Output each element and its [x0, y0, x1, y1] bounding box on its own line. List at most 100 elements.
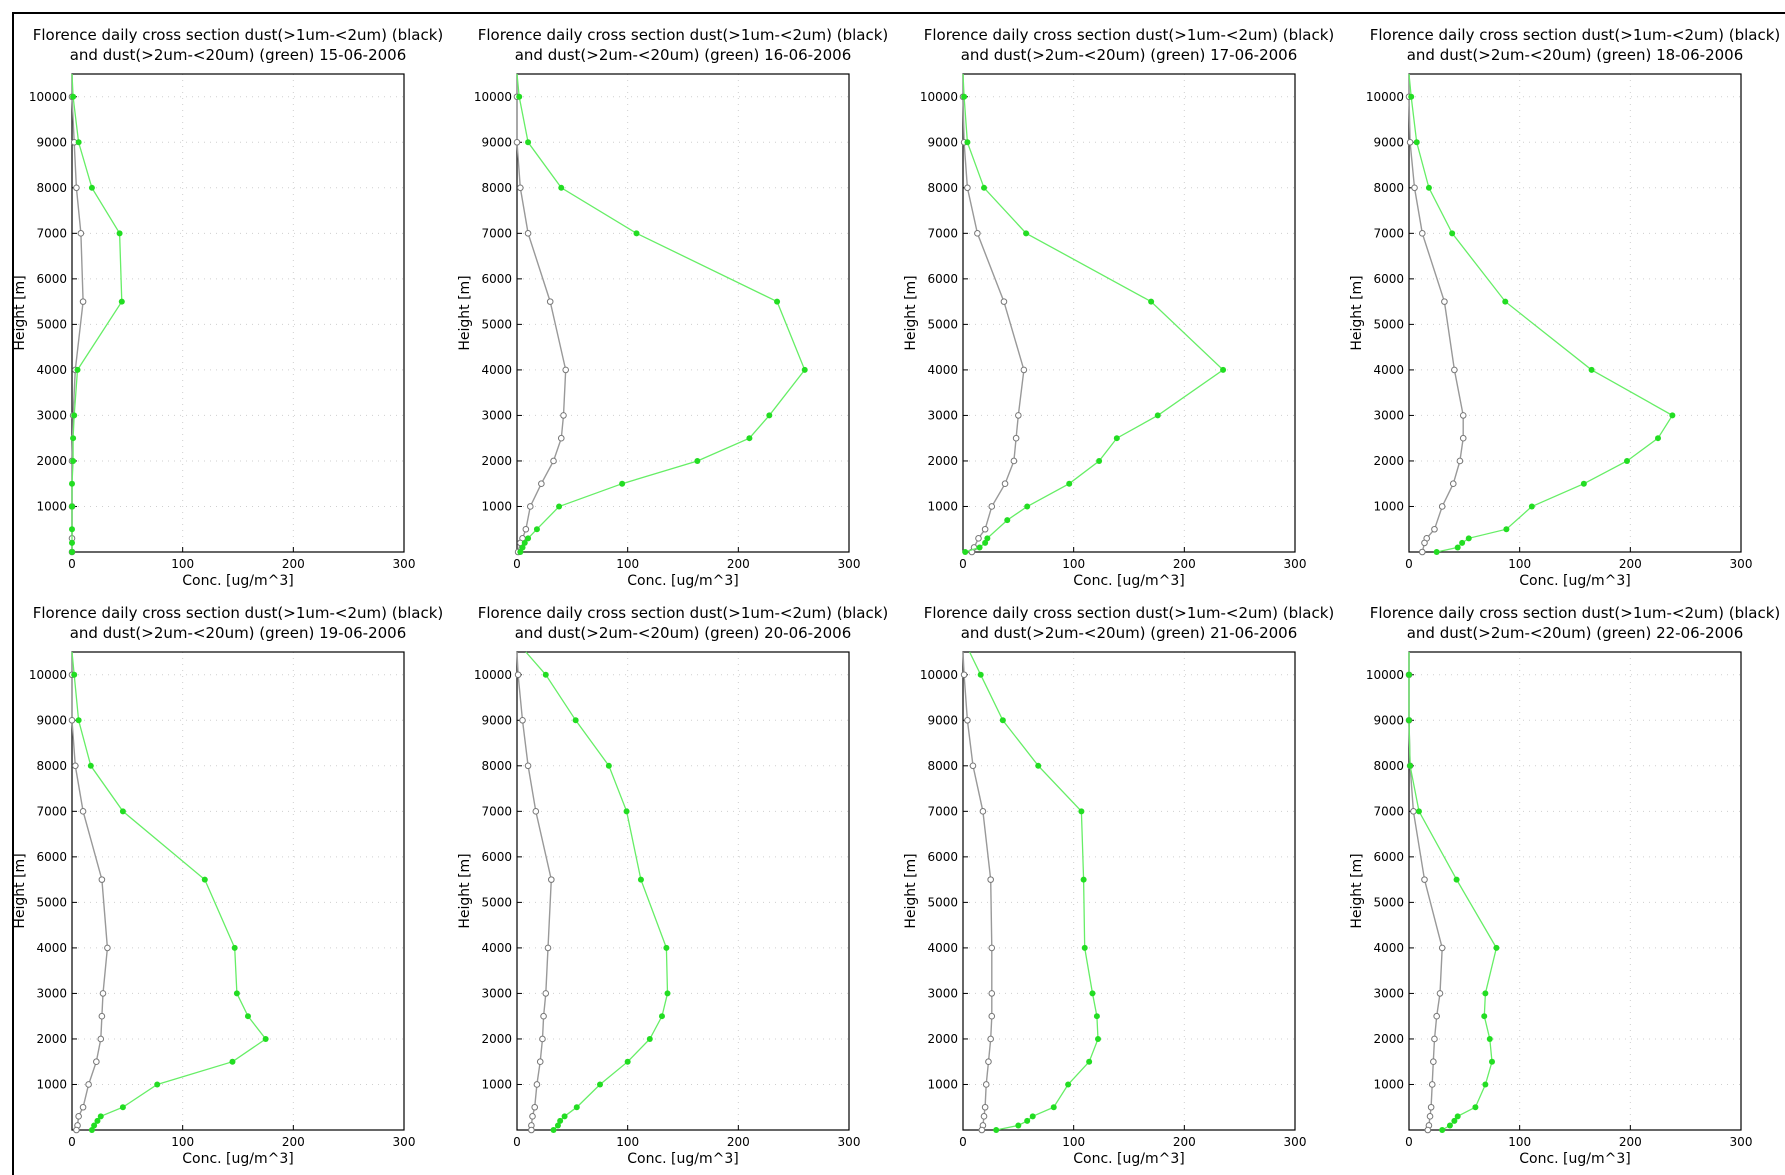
green-data-point	[624, 1058, 631, 1065]
black-series-line	[516, 74, 567, 553]
y-tick-label: 5000	[36, 317, 67, 331]
green-data-point	[1588, 366, 1595, 373]
black-data-point	[1421, 539, 1428, 547]
y-tick-label: 4000	[927, 363, 958, 377]
black-data-point	[557, 434, 565, 442]
y-axis-label: Height [m]	[1349, 275, 1365, 350]
black-series-line	[1408, 652, 1443, 1131]
green-data-point	[623, 808, 630, 815]
chart-title: Florence daily cross section dust(>1um-<…	[1370, 26, 1781, 44]
y-tick-label: 4000	[1373, 941, 1404, 955]
green-data-point	[1113, 435, 1120, 442]
green-data-point	[244, 1013, 251, 1020]
green-data-point	[70, 435, 77, 442]
x-axis-label: Conc. [ug/m^3]	[1073, 1151, 1185, 1167]
y-tick-label: 3000	[36, 986, 67, 1000]
green-data-point	[1449, 230, 1456, 237]
green-data-point	[517, 549, 524, 555]
green-data-point	[1454, 1113, 1461, 1120]
y-tick-label: 3000	[927, 986, 958, 1000]
black-data-point	[514, 671, 522, 679]
y-tick-label: 2000	[36, 454, 67, 468]
green-data-point	[87, 762, 94, 769]
green-data-point	[558, 184, 565, 191]
green-data-point	[1493, 944, 1500, 951]
y-axis-label: Height [m]	[1349, 853, 1365, 928]
green-data-point	[1454, 544, 1461, 551]
black-data-point	[988, 944, 996, 952]
black-data-point	[1421, 876, 1428, 883]
green-data-point	[119, 1104, 126, 1111]
black-data-point	[985, 1058, 992, 1066]
y-tick-label: 10000	[920, 668, 958, 682]
x-tick-label: 0	[959, 557, 967, 571]
green-data-point	[229, 1058, 236, 1065]
black-data-point	[1431, 1035, 1438, 1043]
green-data-point	[633, 230, 640, 237]
black-data-point	[98, 1012, 106, 1020]
chart-title: Florence daily cross section dust(>1um-<…	[478, 26, 889, 44]
chart-panel-5: Florence daily cross section dust(>1um-<…	[12, 604, 443, 1167]
green-data-point	[1433, 549, 1440, 555]
green-data-point	[1528, 503, 1535, 510]
black-data-point	[1436, 990, 1444, 997]
black-data-point	[97, 1035, 105, 1043]
y-tick-label: 4000	[927, 941, 958, 955]
green-data-point	[542, 671, 549, 678]
green-data-point	[1502, 298, 1509, 305]
x-tick-label: 0	[513, 557, 521, 571]
black-data-point	[539, 1035, 546, 1043]
y-tick-label: 3000	[36, 408, 67, 422]
black-data-point	[562, 366, 569, 374]
chart-panel-3: Florence daily cross section dust(>1um-<…	[903, 26, 1334, 589]
green-data-point	[962, 549, 969, 555]
black-data-point	[538, 480, 545, 488]
y-tick-label: 7000	[481, 226, 512, 240]
y-tick-label: 4000	[36, 363, 67, 377]
y-tick-label: 3000	[927, 408, 958, 422]
black-data-point	[1020, 366, 1028, 374]
y-tick-label: 3000	[1373, 986, 1404, 1000]
black-data-point	[1438, 944, 1446, 952]
black-data-point	[524, 230, 532, 237]
black-data-point	[1418, 548, 1426, 556]
black-data-point	[969, 762, 977, 770]
green-data-point	[118, 298, 125, 305]
green-data-point	[554, 1122, 561, 1129]
x-axis-label: Conc. [ug/m^3]	[1519, 573, 1631, 589]
y-tick-label: 9000	[481, 135, 512, 149]
y-tick-label: 9000	[36, 135, 67, 149]
y-tick-label: 7000	[481, 804, 512, 818]
y-tick-label: 7000	[927, 226, 958, 240]
black-data-point	[1001, 480, 1009, 488]
black-data-point	[73, 1126, 80, 1134]
x-tick-label: 100	[616, 1135, 639, 1149]
y-tick-label: 6000	[481, 850, 512, 864]
green-data-point	[964, 139, 971, 146]
black-data-point	[981, 1103, 989, 1111]
chart-title: Florence daily cross section dust(>1um-<…	[33, 26, 444, 44]
y-tick-label: 5000	[927, 317, 958, 331]
chart-panel-1: Florence daily cross section dust(>1um-<…	[12, 26, 443, 589]
black-data-point	[987, 1035, 994, 1043]
black-data-point	[1428, 1081, 1436, 1088]
green-data-point	[1407, 762, 1414, 769]
x-tick-label: 300	[838, 1135, 861, 1149]
y-tick-label: 9000	[481, 713, 512, 727]
black-data-point	[1456, 457, 1464, 465]
black-data-point	[1406, 138, 1414, 146]
green-data-point	[262, 1035, 269, 1042]
y-tick-label: 10000	[1366, 668, 1404, 682]
black-data-point	[1451, 366, 1458, 374]
black-data-point	[1433, 1012, 1440, 1020]
black-data-point	[75, 1113, 82, 1120]
black-data-point	[526, 503, 534, 510]
y-axis-label: Height [m]	[903, 275, 919, 350]
green-data-point	[1503, 526, 1510, 533]
x-tick-label: 0	[1405, 1135, 1413, 1149]
green-data-point	[605, 762, 612, 769]
black-data-point	[974, 230, 981, 237]
black-data-point	[68, 716, 76, 724]
y-tick-label: 2000	[481, 1032, 512, 1046]
